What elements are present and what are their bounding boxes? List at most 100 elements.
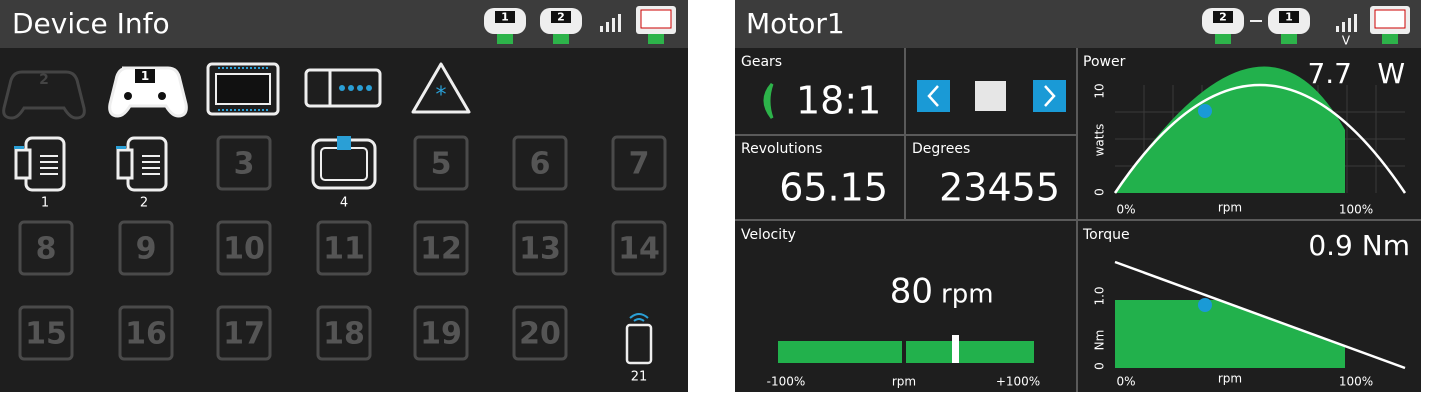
status-badge: 1 <box>484 8 526 44</box>
y-tick-label: 0 <box>1093 362 1107 370</box>
port-box <box>118 220 174 276</box>
port-number: 20 <box>519 317 561 352</box>
motor-icon <box>116 136 168 192</box>
radio-device-icon <box>625 313 653 365</box>
velocity-marker <box>952 335 959 363</box>
port-number: 13 <box>519 232 561 267</box>
power-label: Power <box>1083 54 1126 70</box>
controller-1-icon: 1 <box>108 66 188 118</box>
device-port-label: 2 <box>140 196 148 211</box>
port-box <box>512 220 568 276</box>
badge-number: 1 <box>501 11 509 24</box>
velocity-value: 80 <box>890 272 933 312</box>
port-box <box>512 135 568 191</box>
controller-number: 2 <box>39 72 49 88</box>
port-number: 3 <box>234 147 255 182</box>
x-tick-label: 0% <box>1116 203 1135 217</box>
port-box <box>18 305 74 361</box>
gears-label: Gears <box>741 54 782 70</box>
port-box <box>413 305 469 361</box>
port-box <box>316 305 372 361</box>
x-axis-label: rpm <box>1218 201 1242 215</box>
port-box <box>18 220 74 276</box>
port-box <box>413 135 469 191</box>
port-box <box>216 135 272 191</box>
port-number: 19 <box>420 317 462 352</box>
port-number: 18 <box>323 317 365 352</box>
power-curve <box>1113 83 1407 194</box>
y-tick-label: 1.0 <box>1093 286 1107 305</box>
x-tick-label: 100% <box>1339 375 1373 389</box>
motor-icon <box>14 136 66 192</box>
port-number: 10 <box>223 232 265 267</box>
badge-number: 2 <box>1219 11 1227 24</box>
controller-2-icon: 2 <box>2 70 86 120</box>
port-box <box>611 135 667 191</box>
power-unit: W <box>1377 57 1405 90</box>
device-port-label: 1 <box>41 196 49 211</box>
vision-sensor-icon <box>311 136 377 190</box>
port-number: 8 <box>36 232 57 267</box>
next-button[interactable] <box>1033 80 1066 112</box>
y-axis-label: watts <box>1093 124 1107 157</box>
device-port-label: 4 <box>340 196 348 211</box>
gear-controls[interactable] <box>917 80 1066 112</box>
badge-number: 2 <box>557 11 565 24</box>
axis-label: -100% <box>767 375 806 389</box>
port-number: 5 <box>431 147 452 182</box>
brain-icon <box>1370 6 1410 44</box>
signal-label: V <box>1342 34 1351 48</box>
torque-label: Torque <box>1082 227 1130 243</box>
screen-title: Device Info <box>12 7 170 40</box>
gears-value: 18:1 <box>796 79 881 123</box>
port-box <box>118 305 174 361</box>
power-point <box>1198 104 1212 118</box>
torque-area <box>1115 300 1345 368</box>
panel-dividers <box>735 48 1421 392</box>
y-axis-label: Nm <box>1093 330 1107 351</box>
torque-point <box>1198 298 1212 312</box>
torque-curve <box>1114 260 1406 370</box>
prev-button[interactable] <box>917 80 950 112</box>
port-number: 6 <box>530 147 551 182</box>
battery-icon <box>206 62 280 116</box>
status-badge: 1 <box>1268 8 1310 44</box>
port-box <box>316 220 372 276</box>
y-tick-label: 0 <box>1093 188 1107 196</box>
screen-bg <box>0 0 688 392</box>
status-badge: 2 <box>1202 8 1244 44</box>
next-arrow <box>1044 85 1056 107</box>
gear-cartridge-icon <box>763 83 774 119</box>
velocity-unit: rpm <box>941 280 994 310</box>
status-badge: 2 <box>540 8 582 44</box>
controller-number: 1 <box>141 69 149 83</box>
stop-button[interactable] <box>975 81 1006 111</box>
port-number: 7 <box>629 147 650 182</box>
port-number: 9 <box>136 232 157 267</box>
velocity-label: Velocity <box>741 227 796 243</box>
power-area <box>1115 66 1345 193</box>
signal-icon <box>1336 14 1357 32</box>
x-tick-label: 100% <box>1339 203 1373 217</box>
screen-title: Motor1 <box>746 7 845 40</box>
svg-text:*: * <box>436 83 447 108</box>
port-number: 16 <box>125 317 167 352</box>
port-number: 14 <box>618 232 660 267</box>
revolutions-value: 65.15 <box>779 166 888 210</box>
device-port-label: 21 <box>631 370 648 385</box>
port-box <box>216 220 272 276</box>
port-box <box>611 220 667 276</box>
revolutions-label: Revolutions <box>741 141 822 157</box>
y-tick-label: 10 <box>1093 83 1107 98</box>
port-number: 15 <box>25 317 67 352</box>
prev-arrow <box>927 85 939 107</box>
torque-value: 0.9 Nm <box>1308 229 1410 262</box>
x-tick-label: 0% <box>1116 375 1135 389</box>
port-box <box>512 305 568 361</box>
device-info-screen: Device Info 1 2 2 1 <box>0 0 688 392</box>
degrees-label: Degrees <box>912 141 970 157</box>
port-number: 11 <box>323 232 365 267</box>
axis-label: rpm <box>892 375 916 389</box>
